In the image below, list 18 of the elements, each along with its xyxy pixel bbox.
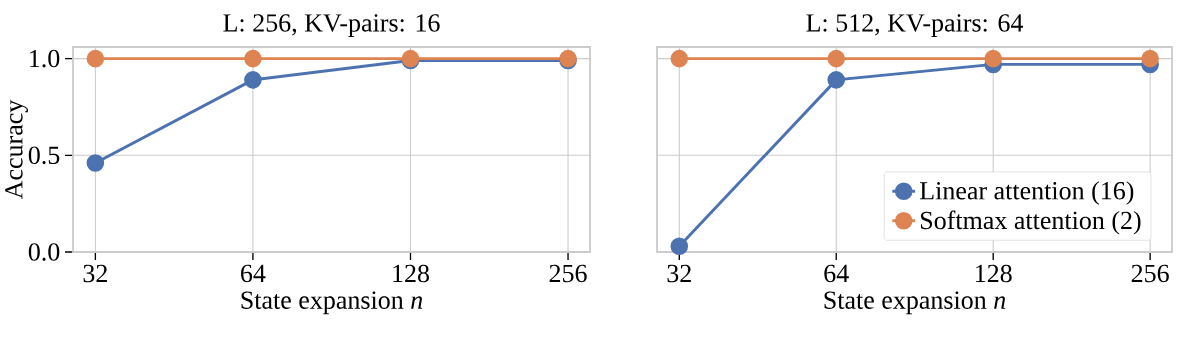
y-tick-label: 0.0 bbox=[28, 243, 60, 261]
x-tick-label: 256 bbox=[1131, 264, 1169, 283]
chart-title: L: 512, KV-pairs: 64 bbox=[806, 14, 1024, 37]
chart-title: L: 256, KV-pairs: 16 bbox=[223, 14, 440, 37]
y-tick-label: 1.0 bbox=[30, 49, 60, 68]
legend-label: Softmax attention (2) bbox=[920, 210, 1141, 235]
y-tick-label: 0.5 bbox=[28, 146, 60, 165]
y-axis-title: Accuracy bbox=[5, 99, 28, 200]
x-tick-label: 64 bbox=[241, 264, 266, 283]
x-axis-title: State expansion n bbox=[241, 291, 423, 315]
x-tick-label: 32 bbox=[83, 264, 107, 283]
legend-label: Linear attention (16) bbox=[919, 181, 1134, 205]
x-tick-label: 64 bbox=[824, 264, 849, 283]
x-tick-label: 32 bbox=[667, 264, 691, 283]
x-axis-title: State expansion n bbox=[824, 291, 1006, 315]
x-tick-label: 128 bbox=[393, 264, 429, 283]
x-tick-label: 256 bbox=[549, 264, 587, 283]
x-tick-label: 128 bbox=[975, 264, 1012, 283]
